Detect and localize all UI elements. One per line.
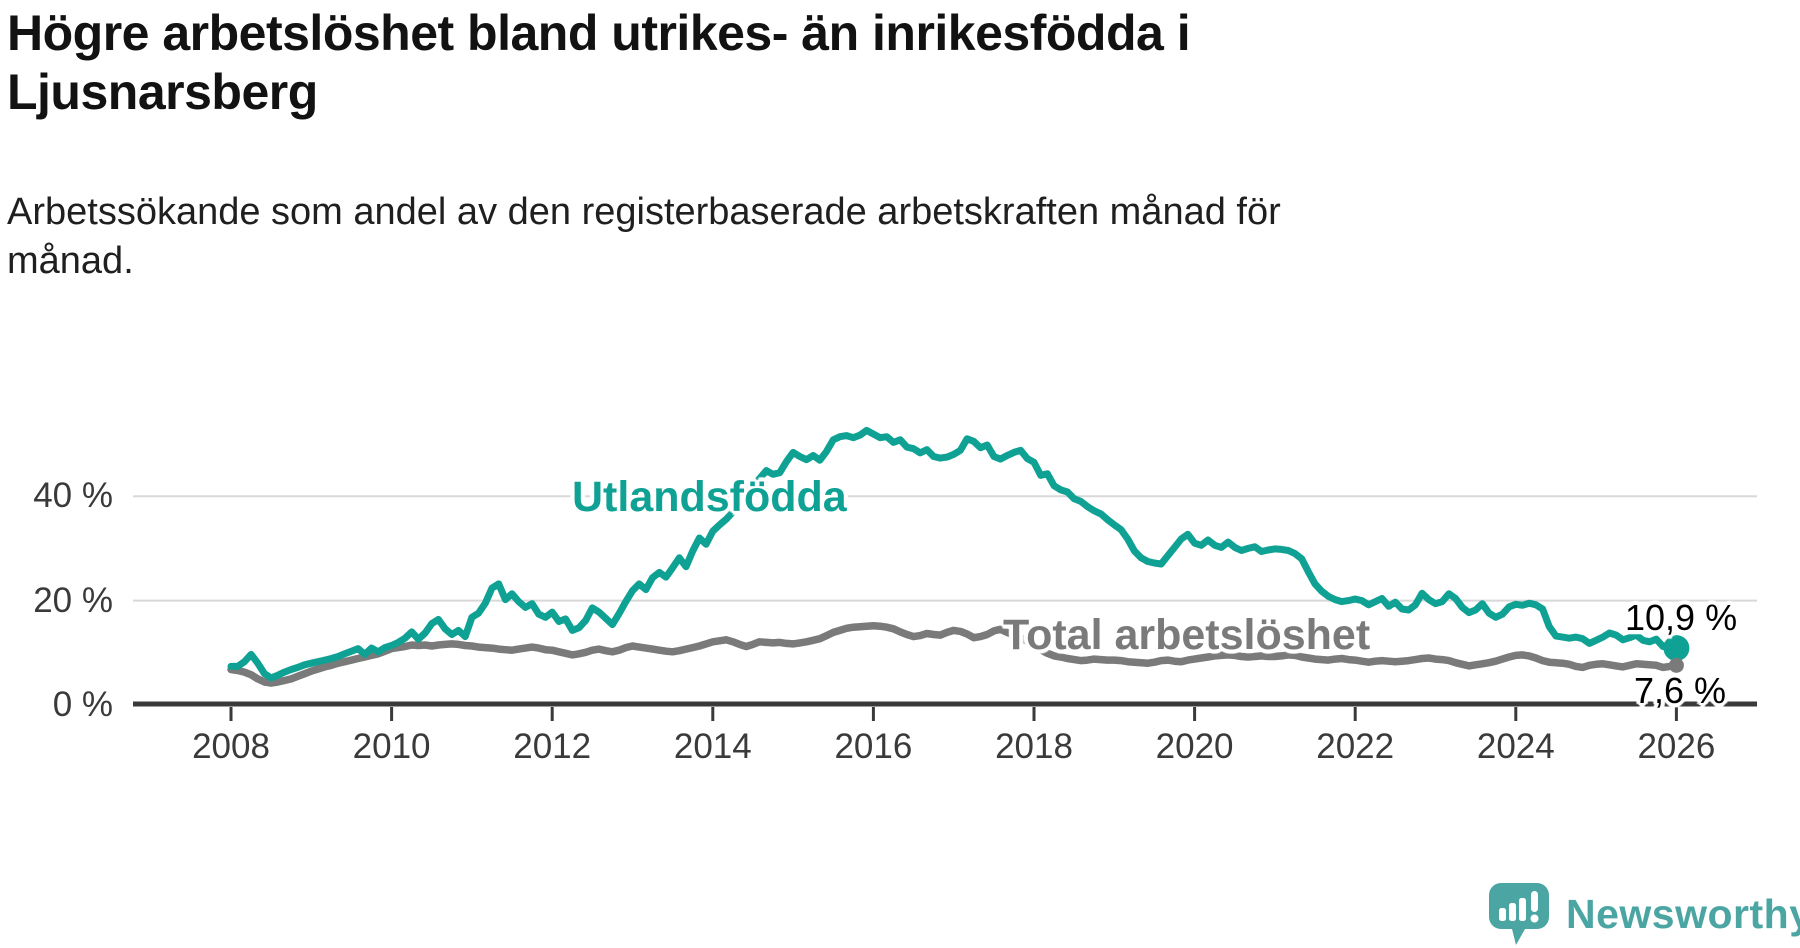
- x-tick-label-2018: 2018: [995, 727, 1073, 766]
- x-tick-label-2016: 2016: [834, 727, 913, 766]
- page-title: Högre arbetslöshet bland utrikes- än inr…: [7, 5, 1191, 120]
- exclamation-dot: [1530, 914, 1539, 923]
- x-tick-label-2008: 2008: [192, 727, 270, 766]
- series-label-utlandsfodda: Utlandsfödda: [572, 473, 847, 521]
- series-line-utlandsfodda: [227, 426, 1680, 682]
- end-dot-total: [1668, 657, 1684, 673]
- chart-subtitle: Arbetssökande som andel av den registerb…: [7, 191, 1281, 282]
- x-tick-label-2024: 2024: [1476, 727, 1555, 766]
- bar-3: [1519, 898, 1526, 921]
- brand-name: Newsworthy: [1566, 890, 1800, 937]
- x-tick-label-2022: 2022: [1316, 727, 1395, 766]
- y-tick-label-0: 0 %: [52, 685, 113, 724]
- x-tick-label-2012: 2012: [513, 727, 592, 766]
- bar-1: [1499, 908, 1506, 921]
- end-dot-utlandsfodda: [1663, 635, 1690, 662]
- x-tick-label-2026: 2026: [1637, 727, 1716, 766]
- x-tick-label-2010: 2010: [352, 727, 431, 766]
- x-tick-label-2020: 2020: [1155, 727, 1234, 766]
- bar-chart-speech-bubble-icon: [1489, 883, 1549, 945]
- newsworthy-logo: Newsworthy: [1488, 882, 1800, 946]
- end-value-label-total: 7,6 %: [1634, 670, 1727, 711]
- series-label-total: Total arbetslöshet: [1003, 611, 1371, 659]
- series-line-total: [227, 621, 1681, 687]
- end-value-label-utlandsfodda: 10,9 %: [1625, 597, 1738, 638]
- bar-2: [1509, 903, 1516, 921]
- y-tick-label-40: 40 %: [33, 476, 113, 516]
- x-tick-label-2014: 2014: [673, 727, 752, 766]
- y-tick-label-20: 20 %: [33, 580, 113, 620]
- exclamation-stem: [1531, 891, 1538, 912]
